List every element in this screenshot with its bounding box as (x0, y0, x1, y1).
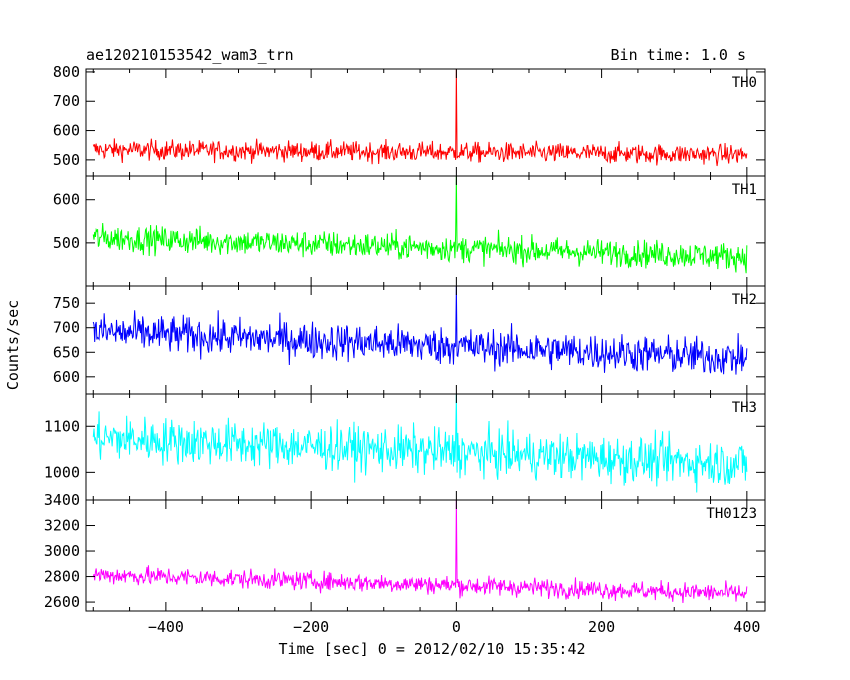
x-tick-label: 0 (452, 618, 461, 636)
y-tick-label: 500 (53, 151, 80, 169)
panels-group: 500 600 700 800 TH0 500 600 TH1 600 650 700 750 TH2 1… (44, 63, 766, 612)
series-line-th2 (92, 286, 748, 375)
panel-th1: 500 600 TH1 (53, 175, 766, 287)
x-axis: −400 −200 0 200 400 (148, 618, 761, 636)
y-tick-label: 500 (53, 234, 80, 252)
y-tick-label: 2600 (44, 593, 80, 611)
y-tick-label: 2800 (44, 568, 80, 586)
panel-th0: 500 600 700 800 TH0 (53, 63, 766, 177)
y-tick-label: 1100 (44, 417, 80, 435)
y-axis-label: Counts/sec (4, 300, 22, 390)
y-tick-label: 600 (53, 368, 80, 386)
panel-th0123: 2600 2800 3000 3200 3400 TH0123 (44, 491, 766, 612)
panel-label-th2: TH2 (732, 292, 757, 308)
panel-th2: 600 650 700 750 TH2 (53, 285, 766, 395)
x-tick-label: −400 (148, 618, 184, 636)
panel-frame (85, 175, 766, 287)
x-tick-label: 200 (588, 618, 615, 636)
x-axis-label: Time [sec] 0 = 2012/02/10 15:35:42 (278, 640, 585, 658)
panel-frame (85, 499, 766, 612)
y-tick-label: 700 (53, 319, 80, 337)
panel-label-th0123: TH0123 (706, 506, 757, 522)
x-tick-label: −200 (293, 618, 329, 636)
y-tick-label: 3400 (44, 491, 80, 509)
y-tick-label: 3200 (44, 517, 80, 535)
y-tick-label: 600 (53, 122, 80, 140)
y-tick-label: 800 (53, 63, 80, 81)
series-line-th0123 (92, 500, 748, 604)
y-tick-label: 650 (53, 343, 80, 361)
y-tick-label: 700 (53, 92, 80, 110)
y-tick-label: 3000 (44, 542, 80, 560)
series-line-th0 (92, 69, 748, 167)
panel-th3: 1000 1100 TH3 (44, 393, 766, 501)
series-line-th1 (92, 176, 748, 274)
bin-time-label: Bin time: 1.0 s (611, 46, 746, 64)
series-line-th3 (92, 394, 748, 493)
panel-label-th1: TH1 (732, 182, 757, 198)
y-tick-label: 750 (53, 294, 80, 312)
panel-label-th0: TH0 (732, 75, 757, 91)
y-tick-label: 600 (53, 191, 80, 209)
panel-label-th3: TH3 (732, 400, 757, 416)
y-tick-label: 1000 (44, 463, 80, 481)
x-tick-label: 400 (733, 618, 760, 636)
observation-id-title: ae120210153542_wam3_trn (86, 46, 294, 64)
panel-frame (85, 68, 766, 177)
